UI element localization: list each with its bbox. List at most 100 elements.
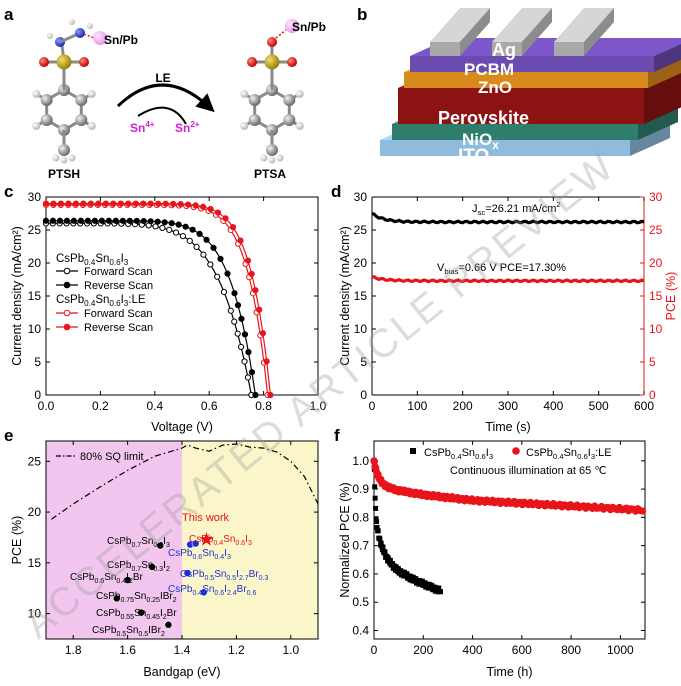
formula-part: 2 bbox=[129, 578, 133, 585]
data-point bbox=[241, 358, 248, 365]
formula-part: CsPb bbox=[107, 536, 132, 547]
data-point bbox=[214, 209, 222, 216]
layer-label-perovskite: Perovskite bbox=[438, 108, 529, 128]
formula-part: 2 bbox=[173, 597, 177, 604]
layer-front-nio bbox=[392, 124, 638, 140]
x-tick-label: 400 bbox=[543, 399, 563, 413]
methyl-carbon bbox=[266, 144, 278, 156]
formula-part: =26.21 mA/cm bbox=[485, 203, 556, 215]
region-0 bbox=[46, 441, 182, 639]
formula-part: bias bbox=[444, 267, 458, 276]
formula-part: Br bbox=[249, 569, 260, 580]
formula-part: Sn bbox=[95, 294, 109, 306]
metal-label-left: Sn/Pb bbox=[104, 33, 138, 47]
x-tick-label: 300 bbox=[498, 399, 518, 413]
hydrogen-atom bbox=[32, 122, 41, 130]
legend-item-1: CsPb0.4Sn0.6I3:LE bbox=[526, 447, 612, 461]
legend-item-2: Forward Scan bbox=[84, 308, 152, 320]
formula-part: 0.5 bbox=[204, 575, 214, 582]
formula-part: I bbox=[121, 253, 124, 265]
y-axis-label: PCE (%) bbox=[10, 516, 24, 565]
data-point bbox=[95, 200, 102, 207]
data-point bbox=[112, 217, 119, 224]
x-tick-label: 0.8 bbox=[255, 399, 272, 413]
x-tick-label: 600 bbox=[512, 643, 532, 657]
data-point bbox=[237, 343, 245, 351]
formula-part: 3 bbox=[124, 258, 129, 267]
formula-part: 0.3 bbox=[153, 542, 163, 549]
data-point bbox=[161, 219, 168, 226]
sq-limit-line bbox=[51, 443, 319, 520]
x-tick-label: 1.4 bbox=[174, 643, 191, 657]
y-tick-label-right: 5 bbox=[649, 355, 656, 369]
legend-marker bbox=[63, 267, 71, 275]
formula-part: CsPb bbox=[56, 253, 84, 265]
formula-part: 0.4 bbox=[451, 452, 462, 461]
data-point bbox=[140, 200, 147, 207]
data-point-square bbox=[426, 581, 432, 587]
formula-part: 2 bbox=[161, 631, 165, 638]
data-point bbox=[241, 331, 249, 338]
formula-part: 0.5 bbox=[226, 575, 236, 582]
methyl-hydrogen bbox=[68, 154, 76, 162]
data-point bbox=[199, 588, 208, 597]
formula-part: 0.4 bbox=[214, 554, 224, 561]
y-tick-label: 15 bbox=[28, 289, 42, 303]
formula-part: 3 bbox=[227, 554, 231, 561]
x-tick-label: 1000 bbox=[607, 643, 634, 657]
x-tick-label: 0 bbox=[369, 399, 376, 413]
formula-part: Sn bbox=[214, 569, 226, 580]
layer-label-pcbm: PCBM bbox=[464, 60, 514, 79]
le-arrow bbox=[116, 83, 215, 113]
ptsh-label: PTSH bbox=[48, 167, 80, 181]
legend-marker bbox=[63, 281, 71, 289]
series-line-1 bbox=[371, 275, 645, 284]
formula-part: 3 bbox=[124, 299, 129, 308]
y-axis-label: Normalized PCE (%) bbox=[338, 482, 352, 597]
data-point bbox=[189, 226, 196, 233]
ptsa-label: PTSA bbox=[254, 167, 286, 181]
data-point bbox=[132, 200, 139, 207]
data-point bbox=[227, 307, 234, 314]
formula-part: 0.7 bbox=[131, 542, 141, 549]
data-point bbox=[72, 200, 80, 207]
ag-electrode-side bbox=[522, 8, 552, 56]
legend-item-3: Reverse Scan bbox=[84, 322, 153, 334]
formula-part: Sn bbox=[126, 625, 138, 636]
hydrogen-atom bbox=[87, 90, 96, 98]
y-axis-label: Current density (mA/cm²) bbox=[10, 226, 24, 366]
data-point bbox=[42, 200, 50, 207]
x-tick-label: 0 bbox=[371, 643, 378, 657]
ag-electrode-side bbox=[460, 8, 490, 56]
formula-part: 0.4 bbox=[213, 540, 223, 547]
formula-part: 0.4 bbox=[116, 578, 126, 585]
formula-part: Br bbox=[237, 584, 248, 595]
data-point bbox=[175, 221, 182, 228]
illumination-note: Continuous illumination at 65 ℃ bbox=[450, 465, 607, 477]
data-point bbox=[207, 205, 214, 213]
data-point bbox=[123, 576, 132, 585]
data-point-square bbox=[374, 519, 380, 525]
y-tick-label-right: 20 bbox=[649, 256, 663, 270]
data-point bbox=[156, 541, 165, 550]
y-tick-label: 15 bbox=[354, 289, 368, 303]
data-point bbox=[110, 200, 117, 207]
formula-part: 0.3 bbox=[153, 566, 163, 573]
y-axis-label: Current density (mA/cm²) bbox=[338, 226, 352, 366]
data-point bbox=[248, 369, 256, 376]
oxygen-atom bbox=[267, 37, 277, 47]
data-point bbox=[185, 201, 192, 208]
reduction-arrow bbox=[137, 106, 187, 125]
formula-part: =0.66 V PCE=17.30% bbox=[458, 262, 566, 274]
formula-part: 0.6 bbox=[109, 299, 121, 308]
data-point-square bbox=[417, 577, 423, 583]
layer-front-zno bbox=[404, 72, 648, 88]
formula-part: 0.4 bbox=[192, 590, 202, 597]
y-tick-label: 0.6 bbox=[352, 567, 369, 581]
formula-part: 2.4 bbox=[227, 590, 237, 597]
point-label-9: CsPb0.55Sn0.45I2Br bbox=[96, 608, 177, 621]
data-point bbox=[259, 330, 267, 337]
hydrogen-atom bbox=[69, 19, 75, 25]
metal-label-right: Sn/Pb bbox=[292, 20, 326, 34]
data-point-square bbox=[373, 516, 379, 522]
